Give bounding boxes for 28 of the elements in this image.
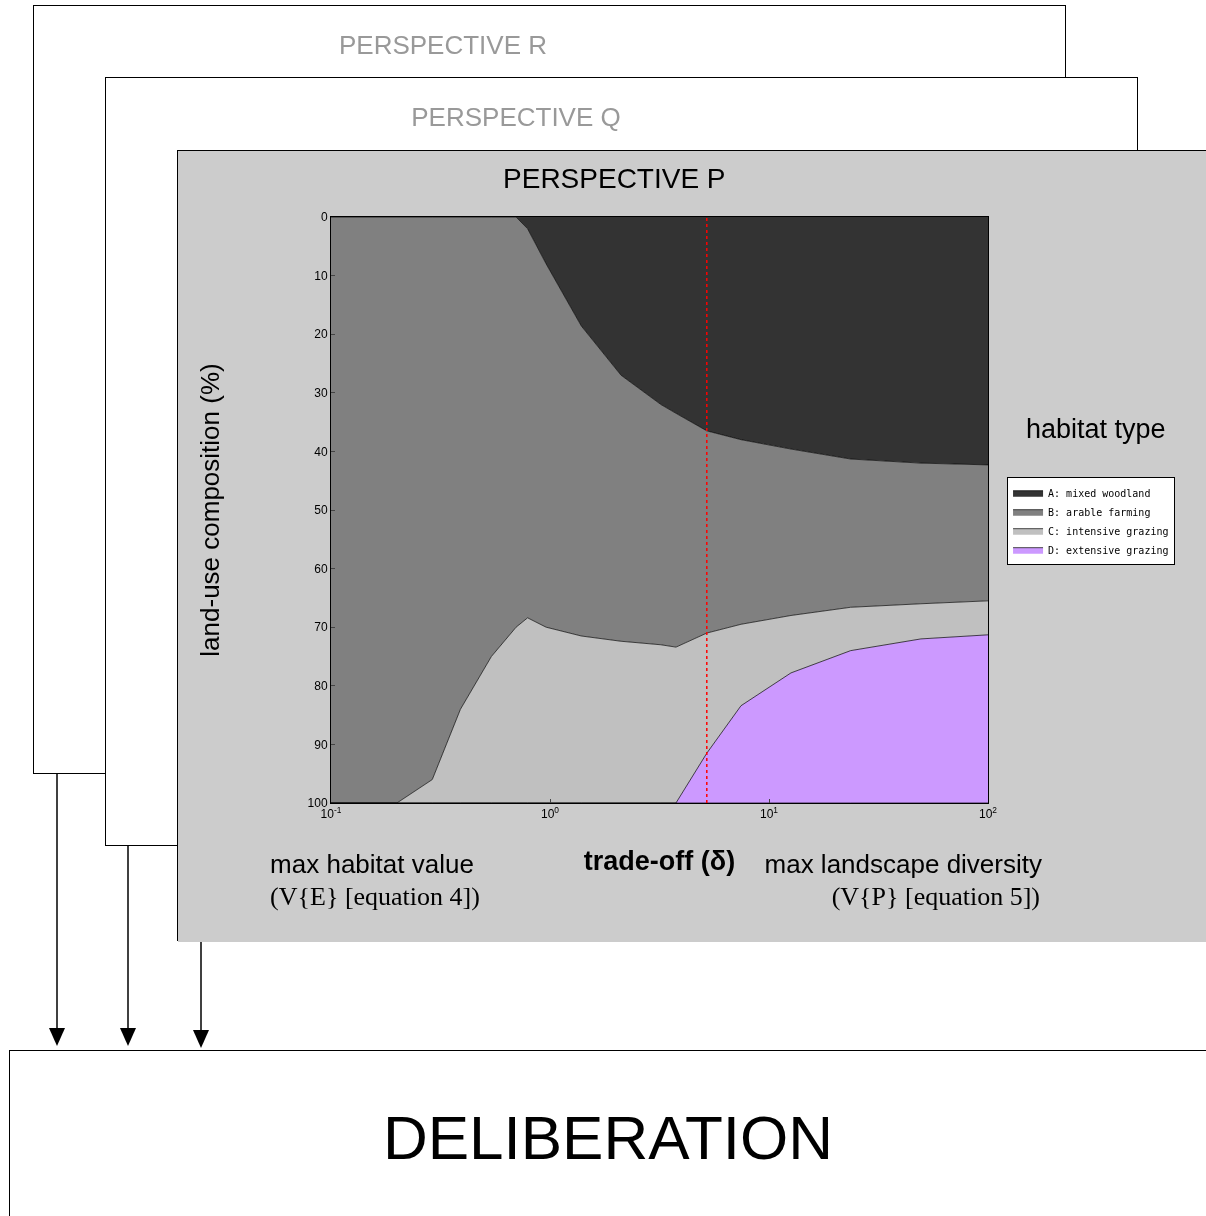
y-tick-label: 10	[314, 268, 328, 283]
chart-title: PERSPECTIVE P	[503, 163, 726, 195]
text: PERSPECTIVE R	[338, 29, 548, 61]
y-tick-label: 70	[314, 620, 328, 635]
legend-label: B: arable farming	[1048, 506, 1151, 518]
text: max landscape diversity	[764, 848, 1042, 880]
text: DELIBERATION	[382, 1101, 834, 1173]
y-tick-label: 80	[314, 679, 328, 693]
y-tick-label: 20	[314, 327, 328, 342]
x-tick-label: 10$^{2}$	[978, 805, 998, 822]
text: (V{P} [equation 5])	[831, 882, 1040, 912]
y-tick-label: 30	[314, 386, 328, 400]
y-tick-label: 60	[314, 561, 328, 576]
x-tick-label: 10$^{1}$	[759, 805, 779, 822]
legend-label: A: mixed woodland	[1048, 487, 1151, 499]
y-tick-label: 50	[314, 503, 328, 518]
x-axis-title: trade-off (δ)	[583, 845, 736, 876]
x-tick-label: 10$^{0}$	[540, 805, 560, 822]
legend-title: habitat type	[1026, 414, 1166, 444]
y-tick-label: 90	[314, 737, 328, 752]
y-tick-label: 0	[320, 210, 328, 225]
legend-label: D: extensive grazing	[1048, 544, 1169, 556]
y-tick-label: 40	[314, 444, 328, 459]
text: PERSPECTIVE Q	[411, 101, 621, 133]
text: (V{E} [equation 4])	[270, 882, 480, 912]
text: max habitat value	[270, 848, 474, 880]
legend-label: C: intensive grazing	[1048, 525, 1169, 537]
y-axis-title: land-use composition (%)	[194, 363, 225, 657]
